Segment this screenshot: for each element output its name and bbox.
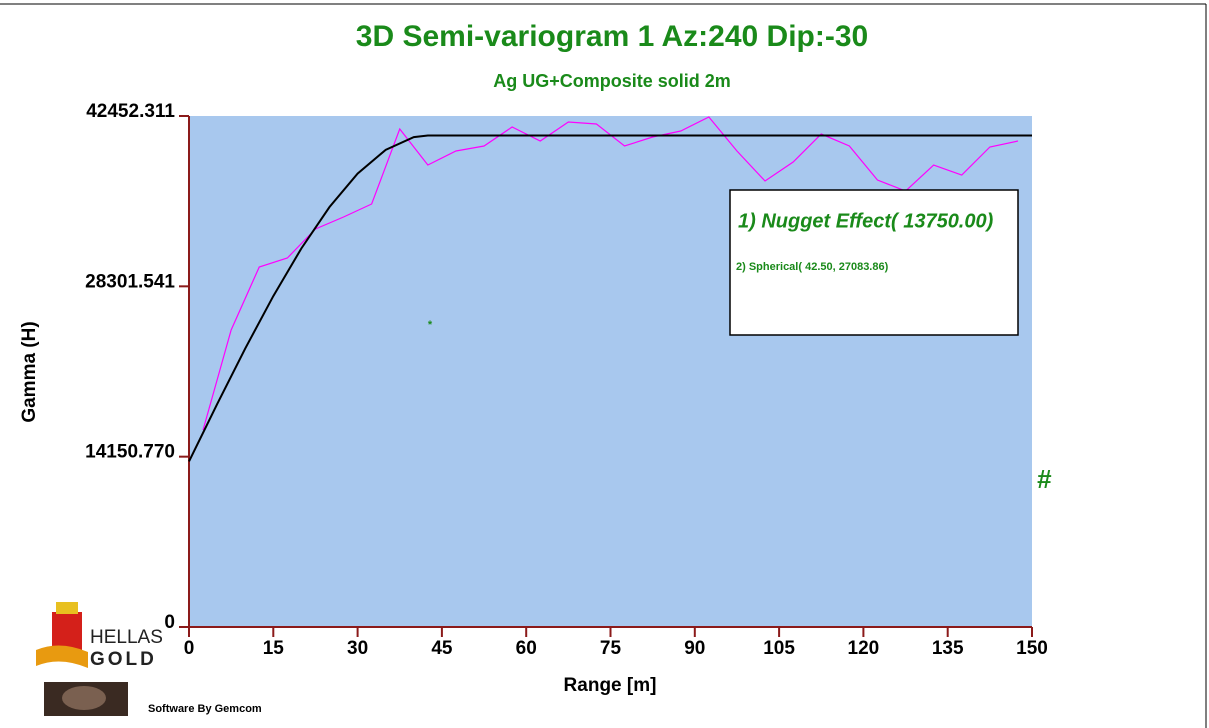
- logo-wave: [36, 645, 88, 668]
- x-tick-label: 150: [1016, 638, 1048, 659]
- logo-text-2: GOLD: [90, 649, 157, 670]
- x-tick-label: 15: [263, 638, 285, 659]
- model-spherical: 2) Spherical( 42.50, 27083.86): [736, 261, 889, 273]
- credit: Software By Gemcom: [148, 703, 262, 715]
- marker-star: *: [428, 319, 433, 331]
- series-line: [188, 134, 1032, 462]
- x-tick-label: 120: [848, 638, 880, 659]
- x-axis-label: Range [m]: [564, 675, 657, 696]
- logo-top: [56, 602, 78, 614]
- y-tick-label: 0: [164, 612, 175, 633]
- y-axis-label: Gamma (H): [19, 321, 40, 422]
- x-tick-label: 75: [600, 638, 622, 659]
- marker-hash: #: [1037, 464, 1052, 494]
- x-tick-label: 45: [431, 638, 453, 659]
- model-nugget: 1) Nugget Effect( 13750.00): [738, 210, 994, 232]
- chart-subtitle: Ag UG+Composite solid 2m: [493, 71, 731, 91]
- x-tick-label: 105: [763, 638, 795, 659]
- chart-title: 3D Semi-variogram 1 Az:240 Dip:-30: [356, 20, 868, 53]
- y-tick-label: 42452.311: [86, 101, 175, 122]
- x-tick-label: 60: [516, 638, 537, 659]
- x-tick-label: 30: [347, 638, 368, 659]
- plot-area: 0 14150.770 28301.541 42452.311 0 15 30 45 60 75 9…: [85, 101, 1048, 659]
- x-tick-label: 135: [932, 638, 964, 659]
- logo-text-1: HELLAS: [90, 627, 163, 648]
- x-tick-label: 90: [684, 638, 705, 659]
- model-box: [729, 189, 1019, 336]
- logo: HELLAS GOLD: [36, 602, 163, 716]
- y-tick-label: 14150.770: [85, 442, 175, 463]
- x-tick-label: 0: [184, 638, 195, 659]
- logo-photo-detail: [62, 686, 106, 710]
- y-tick-label: 28301.541: [85, 271, 175, 292]
